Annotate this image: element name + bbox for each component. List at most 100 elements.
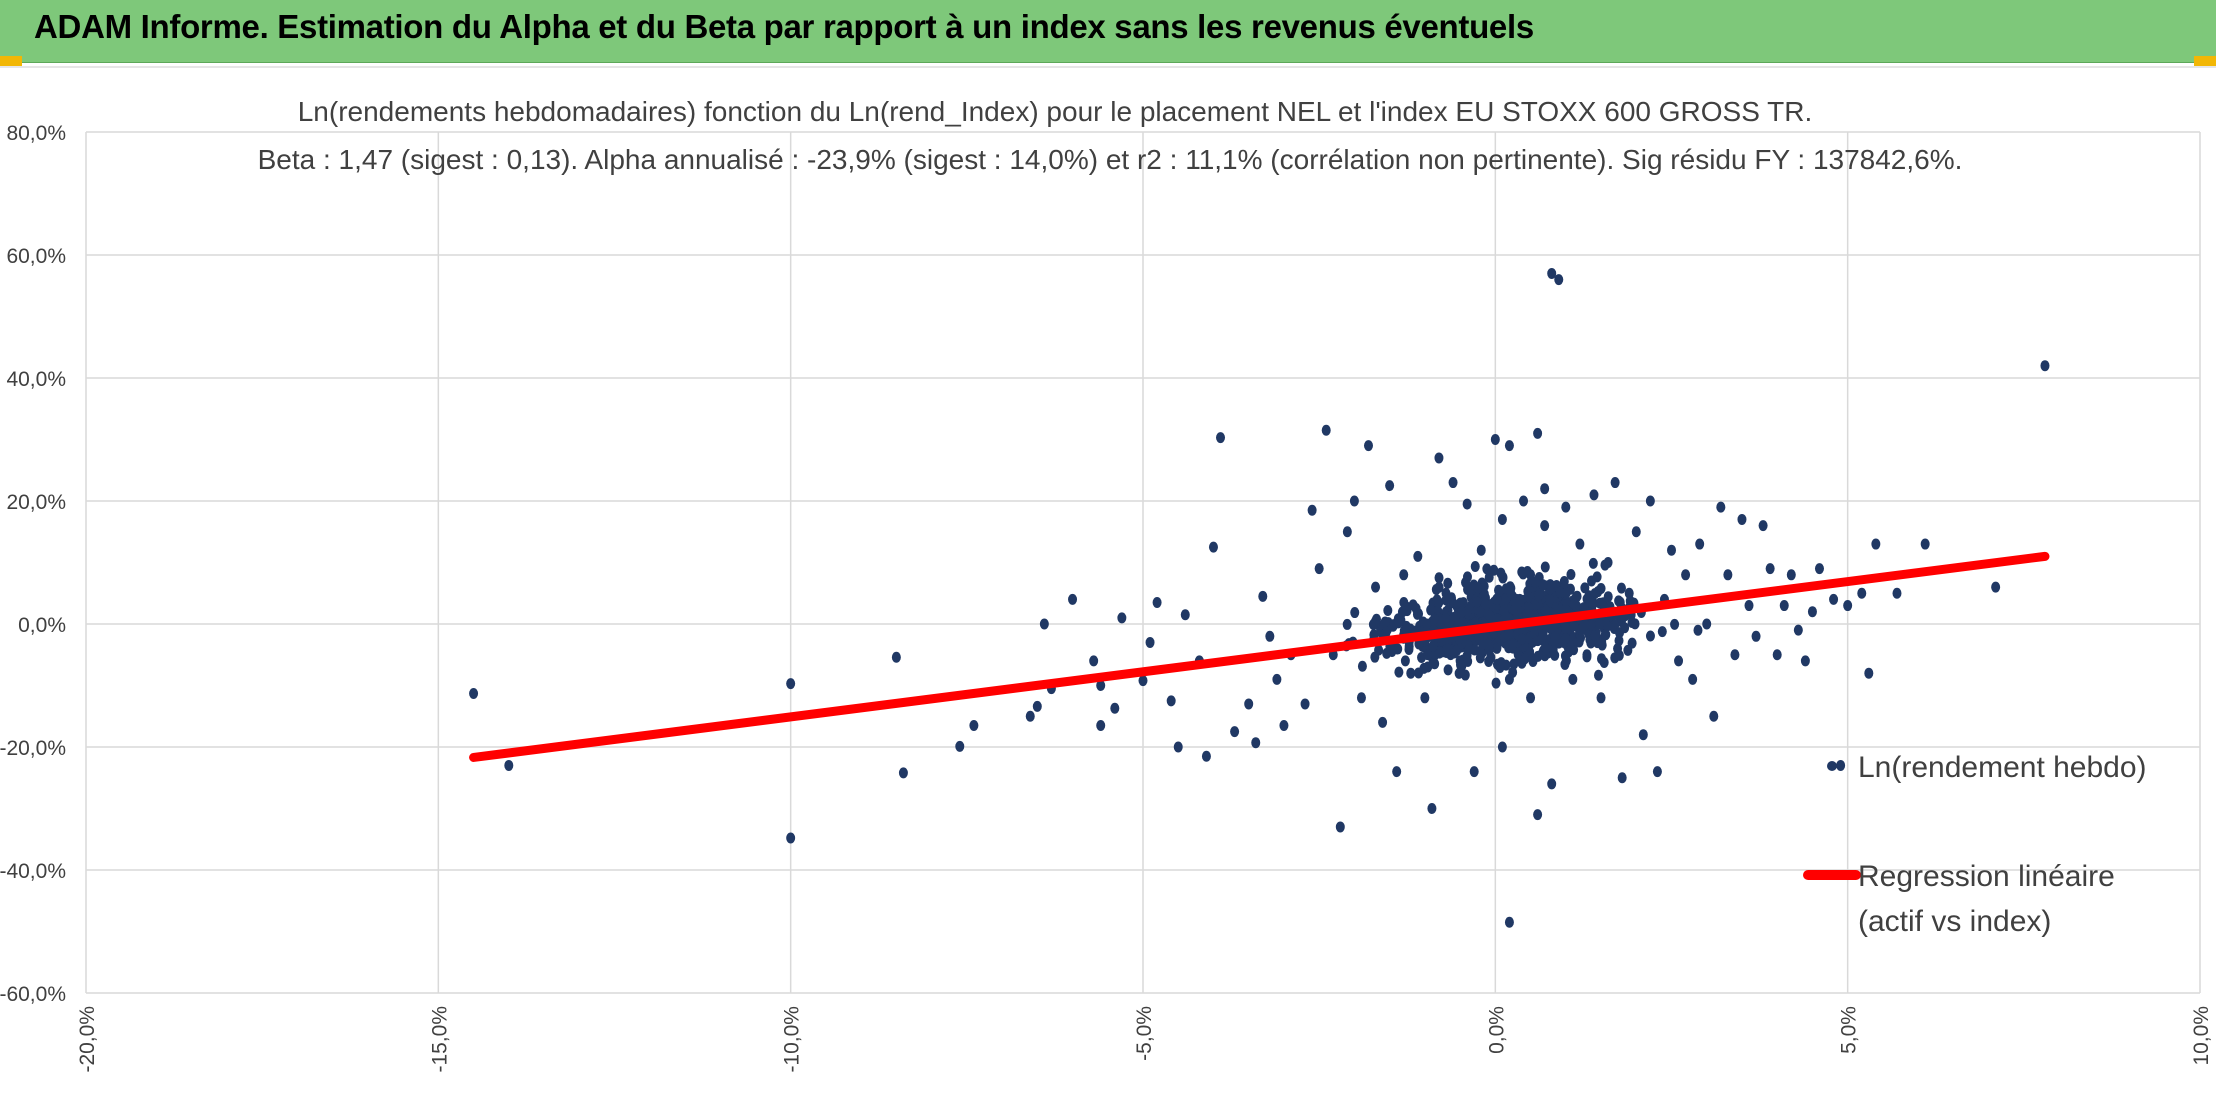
scatter-point: [1504, 916, 1514, 928]
scatter-point: [1039, 618, 1049, 630]
scatter-point: [1538, 579, 1548, 591]
scatter-point: [1490, 434, 1500, 445]
scatter-point: [1569, 620, 1579, 632]
scatter-point: [1588, 557, 1598, 569]
scatter-point: [1429, 613, 1439, 625]
scatter-point: [1580, 619, 1590, 631]
scatter-point: [1492, 593, 1502, 605]
scatter-point: [1533, 809, 1543, 821]
scatter-point: [1723, 569, 1733, 581]
scatter-point: [1068, 593, 1078, 605]
scatter-point: [1489, 564, 1499, 576]
scatter-point: [1829, 593, 1839, 605]
scatter-point: [1545, 594, 1555, 606]
scatter-point: [1089, 655, 1099, 667]
scatter-point: [1258, 590, 1268, 602]
scatter-point: [1603, 591, 1613, 603]
scatter-point: [1427, 803, 1437, 814]
scatter-point: [1423, 649, 1433, 661]
scatter-point: [1645, 630, 1655, 642]
scatter-point: [1265, 630, 1275, 642]
scatter-point: [1530, 576, 1540, 588]
scatter-point: [1561, 633, 1571, 645]
scatter-point: [1434, 597, 1444, 609]
legend-marker-scatter: [1827, 761, 1837, 771]
scatter-point: [1693, 624, 1703, 636]
scatter-point: [1786, 569, 1796, 581]
scatter-point: [1523, 591, 1533, 603]
scatter-point: [1541, 605, 1551, 617]
scatter-point: [1681, 569, 1691, 581]
scatter-point: [1441, 613, 1451, 625]
scatter-point: [1368, 619, 1378, 631]
scatter-point: [1744, 600, 1754, 612]
scatter-point: [1335, 821, 1345, 833]
scatter-point: [1412, 608, 1422, 620]
axes: 80,0% 60,0% 40,0% 20,0% 0,0% -20,0% -40,0% -60,…: [0, 122, 2213, 1073]
scatter-point: [1549, 635, 1559, 647]
scatter-point: [1470, 644, 1480, 656]
scatter-point: [1443, 664, 1453, 676]
scatter-point: [1582, 651, 1592, 663]
scatter-point: [1670, 618, 1680, 630]
scatter-point: [1476, 544, 1486, 556]
scatter-point: [1457, 606, 1467, 618]
scatter-point: [1596, 653, 1606, 665]
scatter-point: [1601, 629, 1611, 641]
scatter-point: [1517, 633, 1527, 645]
scatter-point: [1251, 737, 1261, 749]
scatter-point: [1497, 741, 1507, 753]
scatter-point: [1201, 750, 1211, 762]
scatter-point: [1609, 622, 1619, 634]
y-tick-label: -20,0%: [0, 737, 66, 760]
x-tick-label: -15,0%: [428, 1006, 451, 1073]
scatter-point: [1652, 766, 1662, 778]
scatter-point: [1892, 587, 1902, 599]
regression-line: [469, 551, 2050, 762]
scatter-point: [1455, 659, 1465, 671]
scatter-point: [1429, 658, 1439, 670]
scatter-point: [1454, 667, 1464, 679]
scatter-point: [1484, 656, 1494, 668]
scatter-point: [1342, 618, 1352, 630]
scatter-point: [1561, 604, 1571, 616]
scatter-point: [1585, 596, 1595, 608]
scatter-point: [1793, 624, 1803, 636]
scatter-point: [1462, 571, 1472, 583]
scatter-point: [1363, 440, 1373, 452]
scatter-point: [1614, 635, 1624, 647]
scatter-point: [1920, 538, 1930, 550]
y-tick-label: 80,0%: [6, 122, 66, 145]
scatter-point: [1383, 604, 1393, 616]
scatter-point: [1779, 600, 1789, 612]
scatter-point: [1540, 561, 1550, 573]
scatter-point: [1399, 569, 1409, 581]
scatter-point: [1208, 541, 1218, 553]
scatter-point: [1428, 640, 1438, 652]
legend-label-scatter: Ln(rendement hebdo): [1858, 751, 2147, 784]
scatter-point: [1496, 657, 1506, 669]
scatter-point: [1506, 587, 1516, 599]
scatter-point: [1550, 649, 1560, 661]
scatter-point: [1545, 579, 1555, 591]
scatter-point: [504, 759, 514, 771]
scatter-point: [1414, 667, 1424, 679]
scatter-point: [1590, 630, 1600, 642]
scatter-point: [1617, 772, 1627, 784]
scatter-point: [1230, 726, 1240, 738]
scatter-point: [1497, 513, 1507, 525]
scatter-point: [1555, 586, 1565, 598]
scatter-point: [1843, 600, 1853, 612]
scatter-point: [1526, 692, 1536, 704]
scatter-point: [1751, 630, 1761, 642]
scatter-point: [1864, 667, 1874, 679]
scatter-point: [1645, 495, 1655, 507]
scatter-point: [898, 767, 908, 779]
scatter-point: [1406, 667, 1416, 679]
scatter-point: [1534, 589, 1544, 601]
scatter-point: [1509, 658, 1519, 670]
scatter-point: [1575, 538, 1585, 550]
scatter-point: [1765, 563, 1775, 575]
regression-series: [469, 551, 2050, 762]
